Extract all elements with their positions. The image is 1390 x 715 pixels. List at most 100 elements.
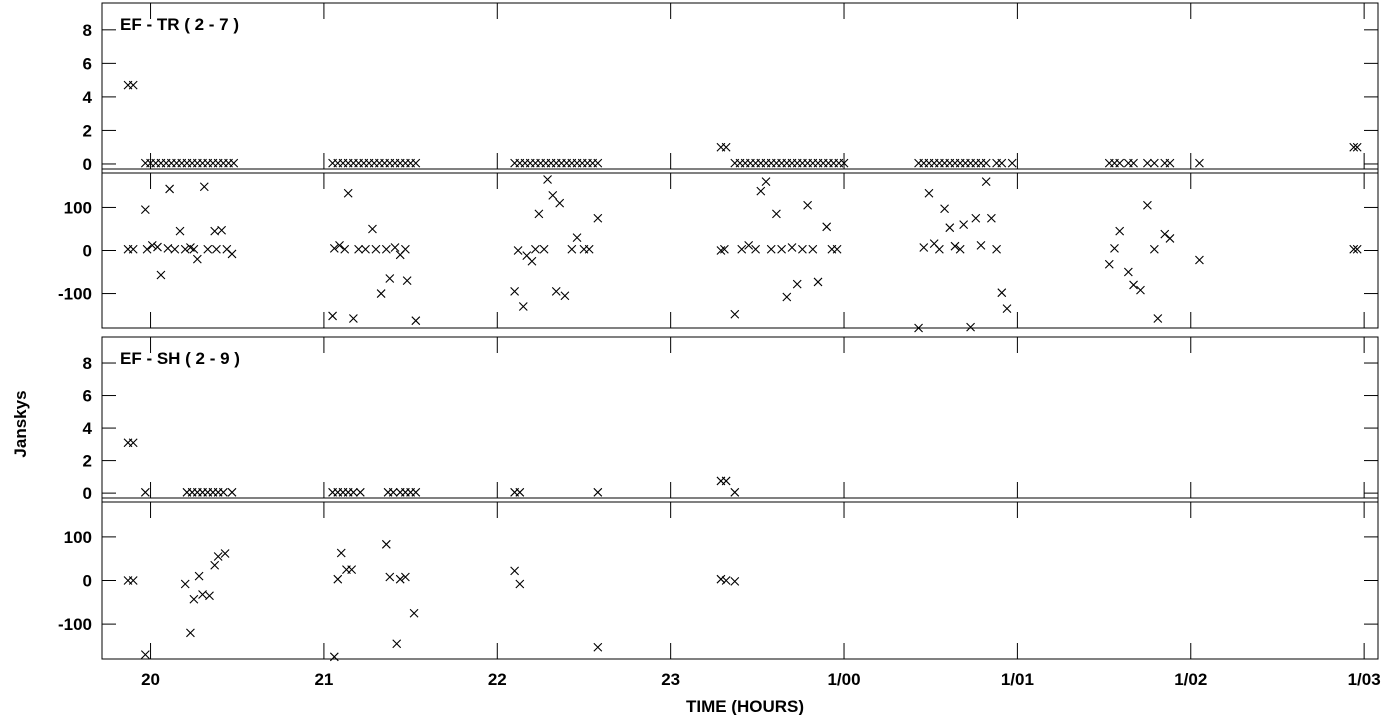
phase-y-tick-label: 100 bbox=[64, 528, 92, 547]
panel-1-amplitude-point bbox=[1349, 142, 1359, 152]
panel-1-phase-point bbox=[156, 270, 166, 280]
phase-y-tick-label: 0 bbox=[83, 572, 92, 591]
panel-1-phase-point bbox=[822, 222, 832, 232]
panel-1-phase-point bbox=[128, 244, 138, 254]
amplitude-y-tick-label: 8 bbox=[83, 21, 92, 40]
panel-1-phase-point bbox=[1165, 234, 1175, 243]
panel-frame-1 bbox=[101, 2, 1379, 329]
amplitude-y-tick-label: 4 bbox=[83, 419, 93, 438]
panel-1-phase-point bbox=[730, 309, 740, 319]
x-tick-label: 1/03 bbox=[1348, 670, 1381, 689]
panel-1-phase-point bbox=[381, 244, 391, 254]
panel-1-phase-point bbox=[142, 244, 152, 254]
panel-1-phase-point bbox=[175, 226, 185, 236]
panel-1-phase-point bbox=[744, 240, 754, 250]
panel-1-phase-point bbox=[940, 204, 949, 214]
x-tick-label: 1/02 bbox=[1174, 670, 1207, 689]
panel-1-phase-point bbox=[140, 205, 150, 214]
panel-1-phase-point bbox=[555, 198, 565, 208]
panel-2-phase-point bbox=[210, 560, 220, 570]
panel-1-phase-point bbox=[766, 244, 776, 254]
panel-1-phase-point bbox=[777, 244, 786, 254]
panel-1-phase-point bbox=[401, 244, 410, 254]
panel-1-phase-point bbox=[361, 244, 370, 254]
panel-2-amplitude-point bbox=[355, 487, 365, 497]
x-tick-label: 23 bbox=[661, 670, 680, 689]
panel-2-phase-point bbox=[392, 639, 402, 649]
panel-1-amplitude-point bbox=[229, 158, 239, 168]
panel-2-phase-point bbox=[336, 548, 346, 558]
amplitude-y-tick-label: 8 bbox=[83, 354, 92, 373]
panel-2-phase-point bbox=[198, 590, 207, 599]
phase-y-tick-label: 0 bbox=[83, 242, 92, 261]
panel-1-phase-point bbox=[203, 244, 213, 254]
panel-1-phase-point bbox=[548, 191, 558, 200]
panel-1-phase-point bbox=[934, 244, 944, 254]
panel-2-phase-point bbox=[385, 572, 395, 582]
panel-1-phase-point bbox=[147, 240, 157, 250]
panel-1-phase-point bbox=[371, 244, 381, 254]
panel-title-1: EF - TR ( 2 - 7 ) bbox=[120, 15, 239, 34]
panel-1-phase-point bbox=[992, 244, 1001, 254]
panel-1-phase-point bbox=[543, 175, 552, 184]
panel-2-phase-point bbox=[721, 576, 731, 585]
panel-1-phase-point bbox=[914, 323, 923, 333]
panel-2-phase-point bbox=[128, 576, 138, 585]
panel-1-phase-point bbox=[212, 244, 221, 254]
panel-1-phase-point bbox=[1110, 243, 1119, 253]
panel-1-phase-point bbox=[534, 209, 544, 219]
panel-1-phase-point bbox=[782, 292, 792, 302]
panel-1-phase-point bbox=[1349, 244, 1359, 254]
panel-1-phase-point bbox=[192, 254, 202, 264]
panel-1-phase-point bbox=[340, 244, 350, 254]
panel-1-phase-point bbox=[343, 188, 353, 198]
phase-y-tick-label: 100 bbox=[64, 198, 92, 217]
panel-2-phase-point bbox=[515, 579, 525, 589]
panel-2-amplitude-point bbox=[227, 487, 237, 497]
panel-1-phase-point bbox=[808, 244, 818, 254]
panel-1-phase-point bbox=[329, 243, 339, 253]
panel-1-phase-point bbox=[971, 213, 981, 223]
panel-1-phase-point bbox=[792, 279, 802, 289]
panel-2-phase-point bbox=[409, 608, 419, 618]
panel-2-amplitude-point bbox=[140, 487, 150, 497]
panel-1-phase-point bbox=[997, 288, 1007, 298]
panel-1-phase-point bbox=[189, 244, 199, 254]
panel-1-phase-point bbox=[551, 287, 561, 296]
panel-2-amplitude-point bbox=[515, 487, 525, 497]
panel-2-amplitude-point bbox=[128, 438, 138, 448]
panel-1-phase-point bbox=[966, 322, 975, 332]
x-tick-label: 1/00 bbox=[827, 670, 860, 689]
panel-1-phase-point bbox=[1115, 226, 1125, 236]
panel-2-phase-point bbox=[194, 571, 204, 581]
panel-1-phase-point bbox=[328, 311, 337, 321]
panel-1-amplitude-point bbox=[1149, 158, 1159, 168]
panel-1-phase-point bbox=[513, 246, 523, 255]
panel-1-phase-point bbox=[981, 177, 991, 186]
x-tick-label: 22 bbox=[488, 670, 507, 689]
panel-1-phase-point bbox=[539, 244, 549, 254]
panel-1-phase-point bbox=[787, 243, 797, 252]
panel-1-phase-point bbox=[761, 177, 771, 186]
panel-1-phase-point bbox=[180, 244, 190, 254]
panel-1-amplitude-point bbox=[128, 80, 138, 90]
panel-2-phase-point bbox=[329, 652, 339, 662]
panel-1-phase-point bbox=[593, 213, 603, 223]
panel-2-phase-point bbox=[730, 576, 740, 586]
panel-1-phase-point bbox=[531, 244, 540, 254]
panel-1-phase-point bbox=[950, 241, 960, 251]
panel-1-phase-point bbox=[165, 184, 175, 194]
panel-1-amplitude-point bbox=[721, 142, 731, 152]
panel-1-amplitude-point bbox=[839, 158, 849, 168]
panel-1-phase-point bbox=[772, 209, 781, 219]
panel-1-phase-point bbox=[572, 233, 582, 242]
panel-1-phase-point bbox=[1149, 244, 1159, 254]
panel-2-phase-point bbox=[395, 574, 405, 584]
panel-1-phase-point bbox=[798, 244, 807, 254]
panel-1-phase-point bbox=[1136, 285, 1145, 295]
panel-1-amplitude-point bbox=[593, 158, 603, 168]
amplitude-y-tick-label: 0 bbox=[83, 484, 92, 503]
panel-1-phase-point bbox=[1153, 314, 1163, 323]
panel-1-phase-point bbox=[813, 277, 823, 287]
